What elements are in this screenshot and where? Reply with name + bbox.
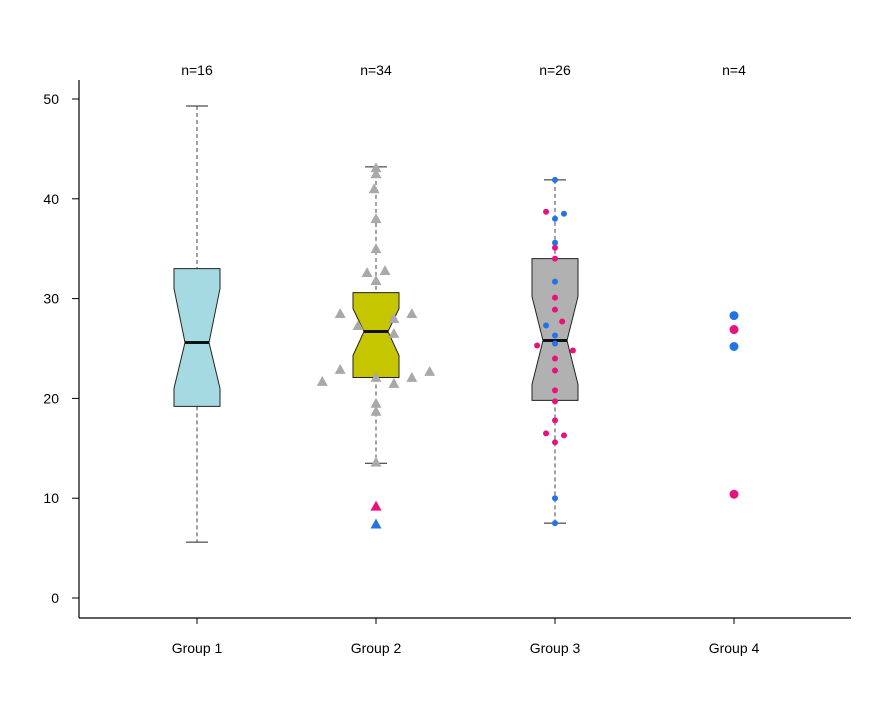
- data-point: [552, 495, 558, 501]
- data-point: [371, 243, 382, 253]
- data-point: [362, 267, 373, 277]
- data-point: [388, 328, 399, 338]
- data-point: [561, 211, 567, 217]
- data-point: [335, 308, 346, 318]
- data-point: [552, 367, 558, 373]
- data-point: [730, 342, 739, 351]
- x-tick-label: Group 1: [172, 640, 223, 656]
- y-tick-label: 20: [43, 390, 59, 406]
- data-point: [552, 256, 558, 262]
- data-point: [543, 430, 549, 436]
- data-point: [730, 490, 739, 499]
- y-tick-label: 0: [51, 590, 59, 606]
- data-point: [534, 343, 540, 349]
- data-point: [552, 279, 558, 285]
- data-point: [552, 398, 558, 404]
- y-tick-label: 10: [43, 490, 59, 506]
- data-point: [388, 378, 399, 388]
- data-point: [543, 209, 549, 215]
- data-point: [406, 308, 417, 318]
- data-point: [552, 439, 558, 445]
- data-point: [369, 183, 380, 193]
- x-tick-label: Group 2: [351, 640, 402, 656]
- data-point: [424, 366, 435, 376]
- data-point: [552, 341, 558, 347]
- n-count-label: n=4: [722, 62, 746, 78]
- data-point: [570, 347, 576, 353]
- data-point: [406, 372, 417, 382]
- x-tick-label: Group 4: [709, 640, 760, 656]
- data-point: [559, 319, 565, 325]
- n-count-label: n=26: [539, 62, 571, 78]
- data-point: [552, 216, 558, 222]
- data-point: [561, 432, 567, 438]
- data-point: [552, 245, 558, 251]
- n-count-label: n=16: [181, 62, 213, 78]
- data-point: [552, 417, 558, 423]
- data-point: [552, 355, 558, 361]
- data-point: [552, 295, 558, 301]
- data-point: [317, 376, 328, 386]
- data-point: [335, 364, 346, 374]
- axes: 0 10 20 30 40 50: [43, 80, 851, 624]
- data-point: [379, 265, 390, 275]
- data-point: [371, 519, 382, 529]
- labels: Group 1 n=16 Group 2 n=34 Group 3 n=26 Group 4…: [172, 62, 760, 656]
- data-point: [552, 333, 558, 339]
- data-point: [730, 325, 739, 334]
- y-tick-label: 40: [43, 191, 59, 207]
- data-point: [371, 457, 382, 467]
- data-point: [371, 501, 382, 511]
- data-point: [552, 177, 558, 183]
- n-count-label: n=34: [360, 62, 392, 78]
- y-tick-label: 30: [43, 291, 59, 307]
- data-point: [371, 213, 382, 223]
- data-point: [552, 520, 558, 526]
- data-point: [552, 307, 558, 313]
- data-point: [552, 387, 558, 393]
- x-tick-label: Group 3: [530, 640, 581, 656]
- box-body: [174, 269, 220, 407]
- data-point: [730, 311, 739, 320]
- y-tick-label: 50: [43, 91, 59, 107]
- data-point: [543, 323, 549, 329]
